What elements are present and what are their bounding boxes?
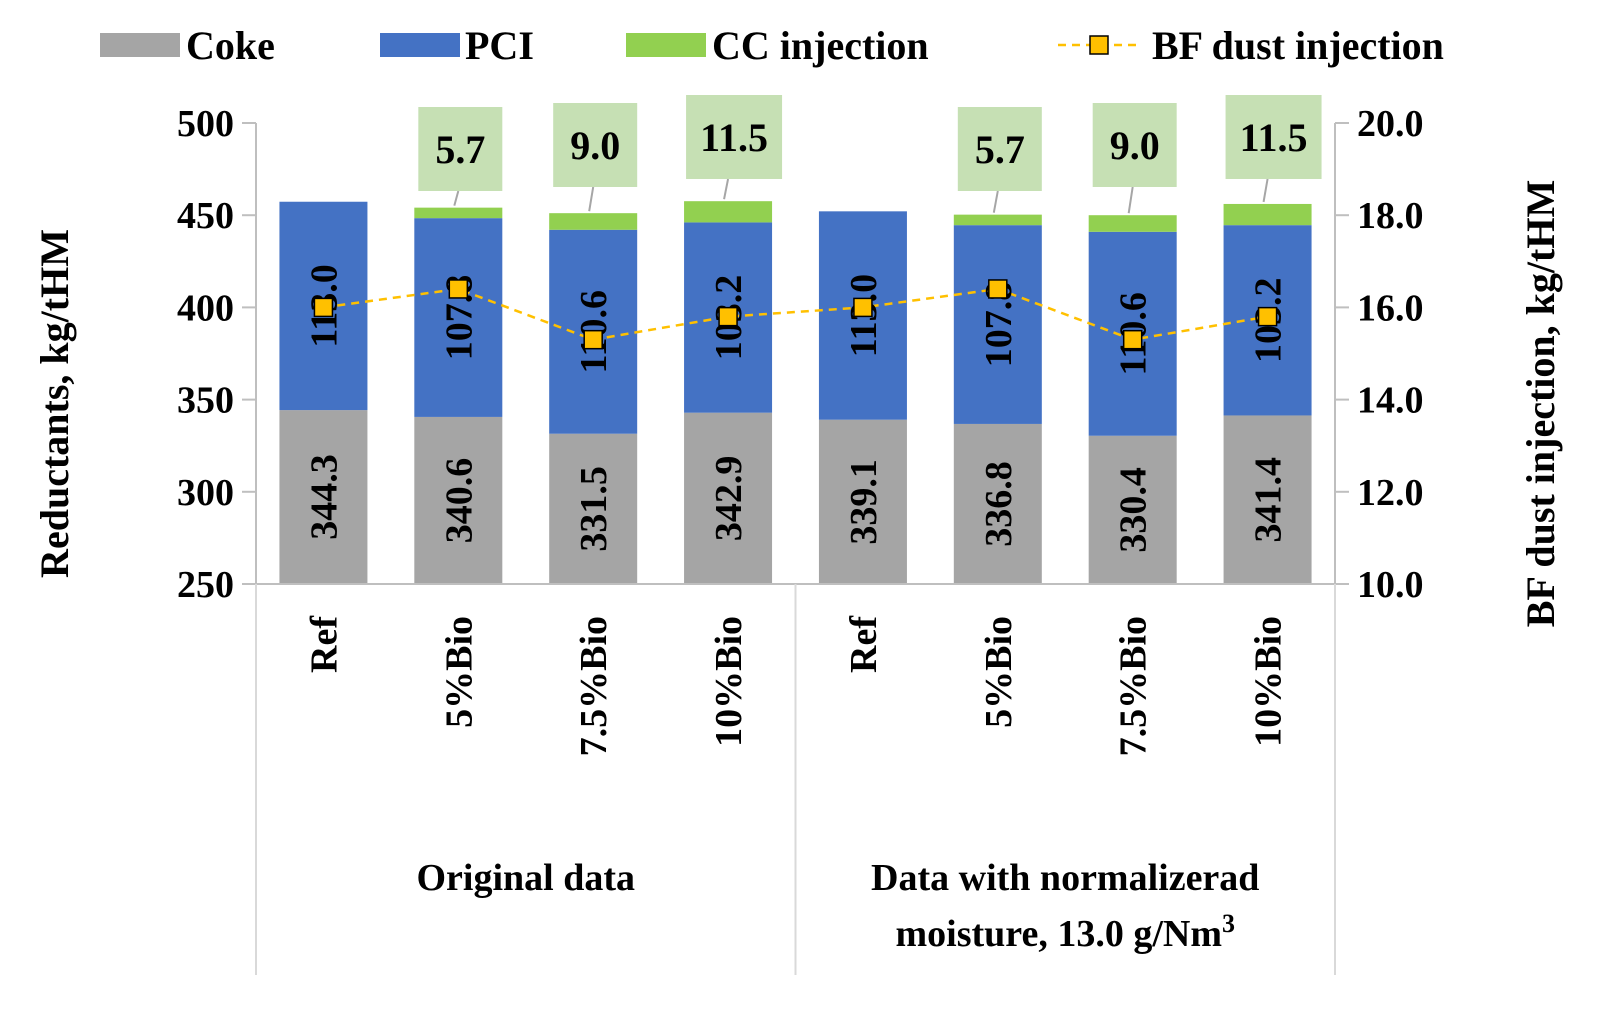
callout-leader-line (1262, 178, 1269, 203)
bar-pci (414, 218, 503, 417)
y2-tick-label: 18.0 (1357, 195, 1424, 237)
legend-label: CC injection (712, 23, 929, 68)
y-tick-label: 450 (177, 195, 234, 237)
marker-bf-dust-injection (313, 297, 334, 318)
data-label-cc-injection: 11.5 (700, 115, 768, 160)
group-label: moisture, 13.0 g/Nm3 (896, 909, 1236, 955)
marker-bf-dust-injection (448, 279, 469, 299)
callout-leader-line (453, 190, 460, 206)
data-label-coke: 340.6 (438, 458, 480, 544)
y2-tick-label: 10.0 (1357, 564, 1424, 606)
data-label-coke: 341.4 (1248, 457, 1290, 543)
legend-label: Coke (186, 23, 275, 68)
legend-label: PCI (465, 23, 534, 68)
category-label: 5%Bio (978, 616, 1020, 728)
category-label: 10%Bio (1248, 616, 1290, 747)
group-label: Data with normalizerad (871, 857, 1259, 899)
callout-leader-line (992, 190, 999, 213)
callout-box (418, 107, 503, 191)
data-label-coke: 339.1 (843, 459, 885, 545)
bar-cc-injection (684, 201, 773, 223)
category-label: Ref (843, 615, 885, 673)
legend-marker-swatch (1089, 35, 1109, 55)
marker-bf-dust-injection (988, 279, 1008, 299)
data-label-cc-injection: 5.7 (975, 127, 1025, 172)
bar-cc-injection (549, 213, 638, 230)
y2-tick-label: 12.0 (1357, 472, 1424, 514)
category-label: Ref (303, 615, 345, 673)
data-label-coke: 342.9 (708, 456, 750, 542)
group-label-superscript: 3 (1222, 909, 1235, 938)
y2-tick-label: 14.0 (1357, 380, 1424, 422)
data-label-coke: 344.3 (303, 454, 345, 540)
y-tick-label: 350 (177, 380, 234, 422)
category-label: 7.5%Bio (573, 616, 615, 756)
y-axis-title: Reductants, kg/tHM (32, 229, 77, 578)
y-tick-label: 500 (177, 103, 234, 145)
callout-box (686, 95, 783, 179)
y-tick-label: 400 (177, 287, 234, 329)
bar-coke (818, 419, 907, 584)
category-label: 5%Bio (438, 616, 480, 728)
data-label-cc-injection: 9.0 (1110, 123, 1160, 168)
callout-box (1092, 103, 1177, 187)
bar-coke (1223, 415, 1312, 584)
data-label-cc-injection: 11.5 (1240, 115, 1308, 160)
y-tick-label: 300 (177, 472, 234, 514)
bar-coke (684, 412, 773, 584)
bar-cc-injection (953, 214, 1042, 226)
data-label-coke: 331.5 (573, 466, 615, 552)
bar-coke (279, 410, 368, 584)
bar-coke (953, 423, 1042, 584)
callout-box (553, 103, 638, 187)
legend-swatch (626, 33, 706, 57)
legend-swatch (380, 33, 460, 57)
marker-bf-dust-injection (583, 329, 603, 350)
callout-leader-line (588, 186, 595, 212)
bar-coke (414, 416, 503, 584)
y2-tick-label: 20.0 (1357, 103, 1424, 145)
bar-cc-injection (414, 207, 503, 219)
legend-label: BF dust injection (1152, 23, 1444, 68)
data-label-cc-injection: 5.7 (435, 127, 485, 172)
group-label: Original data (416, 857, 635, 899)
data-label-cc-injection: 9.0 (570, 123, 620, 168)
marker-bf-dust-injection (1257, 306, 1278, 327)
y2-tick-label: 16.0 (1357, 287, 1424, 329)
callout-leader-line (1127, 186, 1134, 214)
bar-cc-injection (1088, 215, 1177, 232)
legend-swatch (100, 33, 180, 57)
category-label: 10%Bio (708, 616, 750, 747)
bar-cc-injection (1223, 203, 1312, 226)
marker-bf-dust-injection (718, 306, 738, 327)
y2-axis-title: BF dust injection, kg/tHM (1518, 180, 1563, 627)
data-label-coke: 336.8 (978, 461, 1020, 547)
bar-pci (953, 225, 1042, 424)
marker-bf-dust-injection (853, 297, 873, 318)
callout-leader-line (723, 178, 730, 200)
bar-coke (1088, 435, 1177, 584)
callout-box (957, 107, 1042, 191)
marker-bf-dust-injection (1122, 329, 1143, 350)
line-bf-dust-injection (323, 287, 1268, 341)
data-label-coke: 330.4 (1113, 467, 1155, 553)
y-tick-label: 250 (177, 564, 234, 606)
category-label: 7.5%Bio (1113, 616, 1155, 756)
bar-coke (549, 433, 638, 584)
callout-box (1225, 95, 1322, 179)
